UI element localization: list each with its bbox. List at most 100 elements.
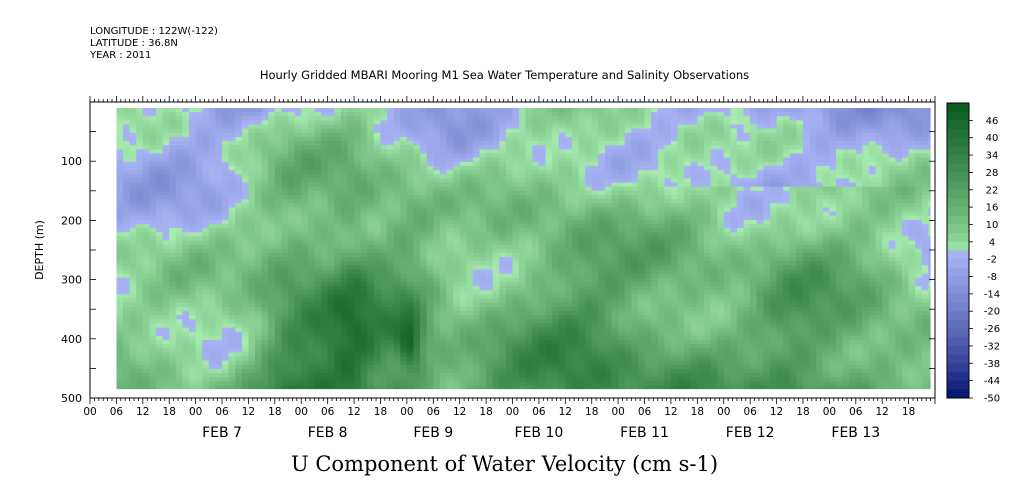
heatmap-cell [413,273,421,279]
heatmap-cell [538,132,547,138]
heatmap-cell [585,112,593,117]
heatmap-cell [255,265,263,271]
heatmap-cell [552,277,560,283]
heatmap-cell [340,331,349,337]
heatmap-cell [558,157,566,163]
heatmap-cell [591,352,599,358]
heatmap-cell [228,339,236,345]
heatmap-cell [307,261,316,266]
heatmap-cell [459,385,467,390]
heatmap-cell [453,107,461,113]
heatmap-cell [558,360,566,366]
heatmap-cell [288,211,296,217]
heatmap-cell [182,364,190,370]
heatmap-cell [585,339,593,345]
heatmap-cell [241,128,250,134]
heatmap-cell [327,339,335,345]
heatmap-cell [367,207,375,213]
heatmap-cell [215,116,223,121]
heatmap-cell [472,286,481,291]
heatmap-cell [347,261,355,266]
heatmap-cell [314,170,322,175]
heatmap-cell [195,107,203,113]
heatmap-cell [433,381,441,387]
heatmap-cell [538,236,547,242]
heatmap-cell [492,248,500,254]
heatmap-cell [294,306,302,312]
heatmap-cell [591,327,599,333]
heatmap-cell [492,170,500,175]
heatmap-cell [532,368,540,374]
heatmap-cell [123,306,131,312]
heatmap-cell [400,257,408,262]
heatmap-cell [532,165,540,171]
heatmap-cell [585,315,593,320]
heatmap-cell [334,240,342,246]
heatmap-cell [538,352,547,358]
heatmap-cell [380,261,388,266]
heatmap-cell [591,335,599,341]
heatmap-cell [321,339,329,345]
heatmap-cell [486,157,494,163]
heatmap-cell [420,331,428,337]
heatmap-cell [156,319,164,324]
heatmap-cell [208,356,217,362]
heatmap-cell [288,178,296,184]
heatmap-cell [598,116,606,121]
heatmap-cell [400,124,408,130]
heatmap-cell [321,290,329,295]
heatmap-cell [393,199,401,204]
heatmap-cell [499,128,507,134]
heatmap-cell [433,306,441,312]
heatmap-cell [512,364,520,370]
heatmap-cell [367,377,375,383]
heatmap-cell [149,377,157,383]
heatmap-cell [149,178,157,184]
heatmap-cell [301,306,309,312]
heatmap-cell [453,327,461,333]
heatmap-cell [288,302,296,308]
heatmap-cell [202,269,210,275]
heatmap-cell [571,136,580,142]
heatmap-cell [175,207,184,213]
heatmap-cell [294,199,302,204]
heatmap-cell [222,219,230,225]
heatmap-cell [486,116,494,121]
heatmap-cell [340,339,349,345]
heatmap-cell [472,319,481,324]
heatmap-cell [591,190,599,196]
heatmap-cell [215,124,223,130]
heatmap-cell [360,128,368,134]
heatmap-cell [519,364,527,370]
heatmap-cell [202,298,210,304]
heatmap-cell [261,186,269,192]
heatmap-cell [354,265,362,271]
heatmap-cell [578,190,586,196]
heatmap-cell [116,186,124,192]
heatmap-cell [182,298,190,304]
heatmap-cell [479,290,487,295]
heatmap-cell [169,178,177,184]
heatmap-cell [446,290,454,295]
heatmap-cell [261,178,269,184]
heatmap-cell [591,257,599,262]
heatmap-cell [241,149,250,155]
heatmap-cell [268,116,276,121]
heatmap-cell [426,302,434,308]
heatmap-cell [294,348,302,354]
heatmap-cell [268,199,276,204]
heatmap-cell [400,232,408,237]
heatmap-cell [334,232,342,237]
heatmap-cell [400,298,408,304]
heatmap-cell [512,107,520,113]
heatmap-cell [195,186,203,192]
heatmap-cell [307,248,316,254]
heatmap-cell [195,323,203,329]
heatmap-cell [479,244,487,250]
heatmap-cell [525,107,533,113]
heatmap-cell [433,132,441,138]
heatmap-cell [123,228,131,233]
heatmap-cell [426,252,434,258]
heatmap-cell [189,327,197,333]
heatmap-cell [466,364,474,370]
